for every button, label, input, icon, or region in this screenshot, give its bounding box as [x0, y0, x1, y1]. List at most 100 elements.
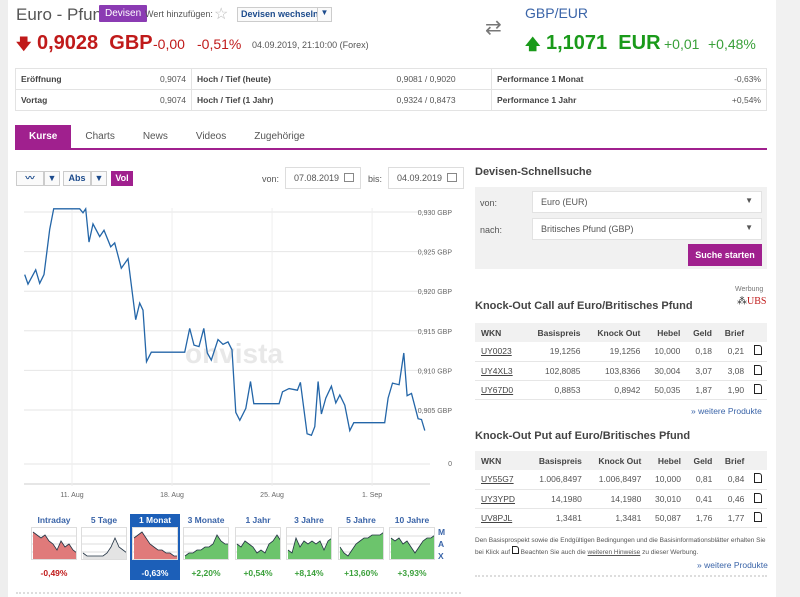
timestamp: 04.09.2019, 21:10:00 (Forex)	[252, 40, 369, 50]
chevron-down-icon: ▼	[745, 223, 753, 232]
ko-call-title: Knock-Out Call auf Euro/Britisches Pfund	[475, 300, 693, 312]
volume-axis-label: 0	[448, 461, 452, 468]
period-3-monate[interactable]: 3 Monate +2,20%	[181, 514, 231, 580]
tab-videos[interactable]: Videos	[195, 131, 227, 142]
to-date-input[interactable]: 04.09.2019	[388, 167, 464, 189]
table-cell: 1,90	[715, 380, 749, 400]
period-sparkline	[183, 527, 229, 560]
table-cell: 0,46	[716, 489, 749, 509]
period-1-monat[interactable]: 1 Monat -0,63%	[130, 514, 180, 580]
tab-news[interactable]: News	[142, 131, 168, 142]
tab-charts[interactable]: Charts	[85, 131, 115, 142]
document-icon[interactable]	[753, 492, 762, 503]
calendar-icon[interactable]	[344, 173, 354, 182]
category-badge[interactable]: Devisen	[99, 5, 148, 22]
chart-type-dropdown[interactable]: ▼	[44, 171, 60, 186]
wkn-link[interactable]: UY3YPD	[481, 493, 516, 504]
chart-type-button[interactable]: 〰	[16, 171, 44, 186]
chevron-down-icon: ▼	[47, 173, 57, 183]
ubs-brand: UBS	[747, 296, 767, 307]
scale-button[interactable]: Abs	[63, 171, 91, 186]
to-date-value: 04.09.2019	[397, 173, 443, 183]
ad-label: Werbung	[735, 286, 764, 293]
price-value: 0,9028	[36, 32, 99, 54]
period-sparkline	[81, 527, 127, 560]
table-cell: 0,18	[684, 342, 716, 362]
from-currency-label: von:	[480, 198, 498, 208]
ubs-logo[interactable]: ⁂UBS	[737, 296, 766, 307]
change-abs: -0,00	[153, 36, 185, 52]
period-10-jahre[interactable]: 10 Jahre +3,93%	[387, 514, 437, 580]
document-icon[interactable]	[753, 383, 762, 394]
wkn-cell: UY4XL3	[475, 361, 525, 381]
table-cell: 0,84	[716, 470, 749, 490]
period-label: 1 Jahr	[245, 515, 271, 525]
change-pct: -0,51%	[197, 36, 242, 52]
period-intraday[interactable]: Intraday -0,49%	[29, 514, 79, 580]
document-icon[interactable]	[753, 345, 762, 356]
from-date-input[interactable]: 07.08.2019	[285, 167, 361, 189]
sparkline-line	[184, 534, 228, 557]
tab-kurse[interactable]: Kurse	[15, 125, 72, 148]
document-icon[interactable]	[753, 511, 762, 522]
table-cell: 0,41	[684, 489, 717, 509]
price-line	[24, 206, 426, 437]
max-letter: X	[438, 551, 444, 561]
column-header: Knock Out	[584, 323, 645, 342]
left-margin	[0, 0, 8, 597]
column-header: Geld	[684, 451, 717, 470]
period-3-jahre[interactable]: 3 Jahre +8,14%	[284, 514, 334, 580]
doc-cell	[748, 470, 767, 490]
from-date-value: 07.08.2019	[294, 173, 340, 183]
to-currency-label: nach:	[480, 225, 503, 235]
chevron-down-icon: ▼	[745, 196, 753, 205]
doc-cell	[748, 342, 767, 362]
star-icon[interactable]: ☆	[214, 6, 229, 23]
price-chart[interactable]: 0,930 GBP 0,925 GBP 0,920 GBP 0,915 GBP 0,91…	[0, 0, 470, 510]
to-currency-select[interactable]: Britisches Pfund (GBP) ▼	[532, 218, 762, 240]
column-header-doc	[748, 323, 767, 342]
watermark-logo: onvista	[185, 338, 284, 369]
document-icon[interactable]	[753, 364, 762, 375]
divider	[475, 575, 767, 577]
period-5-jahre[interactable]: 5 Jahre +13,60%	[336, 514, 386, 580]
wkn-link[interactable]: UV8PJL	[481, 512, 513, 523]
column-header: WKN	[475, 451, 527, 470]
table-cell: 1.006,8497	[526, 470, 586, 490]
sparkline-area	[185, 535, 228, 559]
table-cell: 30,004	[644, 361, 685, 381]
wkn-link[interactable]: UY0023	[481, 346, 512, 357]
period-sparkline	[31, 527, 77, 560]
volume-toggle[interactable]: Vol	[111, 171, 133, 186]
hints-link[interactable]: weiteren Hinweise	[587, 549, 641, 556]
inverse-pair-link[interactable]: GBP/EUR	[525, 5, 589, 21]
sparkline-area	[83, 538, 126, 559]
table-cell: 10,000	[645, 470, 685, 490]
wkn-cell: UY0023	[475, 342, 525, 362]
swap-icon[interactable]: ⇄	[485, 17, 502, 39]
column-header: WKN	[475, 323, 525, 342]
wkn-link[interactable]: UY55G7	[481, 474, 514, 485]
document-icon[interactable]	[753, 473, 762, 484]
wkn-link[interactable]: UY4XL3	[481, 365, 513, 376]
period-5-tage[interactable]: 5 Tage	[79, 514, 129, 580]
wkn-link[interactable]: UY67D0	[481, 384, 514, 395]
currency-switch-select[interactable]: Devisen wechseln ▼	[237, 7, 332, 22]
from-date-label: von:	[262, 174, 280, 184]
tab-zugehoerige[interactable]: Zugehörige	[254, 131, 305, 142]
search-button[interactable]: Suche starten	[688, 244, 762, 266]
table-cell: 1,87	[684, 380, 716, 400]
scale-dropdown[interactable]: ▼	[91, 171, 107, 186]
sparkline-line	[287, 536, 331, 554]
sparkline-area	[237, 535, 280, 559]
table-cell: 102,8085	[524, 361, 585, 381]
from-currency-select[interactable]: Euro (EUR) ▼	[532, 191, 762, 213]
table-cell: 1.006,8497	[585, 470, 646, 490]
doc-cell	[748, 489, 767, 509]
table-cell: 1,3481	[585, 508, 646, 528]
calendar-icon[interactable]	[447, 173, 457, 182]
more-products-link[interactable]: » weitere Produkte	[697, 560, 768, 570]
more-products-link[interactable]: » weitere Produkte	[691, 406, 762, 416]
period-1-jahr[interactable]: 1 Jahr +0,54%	[233, 514, 283, 580]
